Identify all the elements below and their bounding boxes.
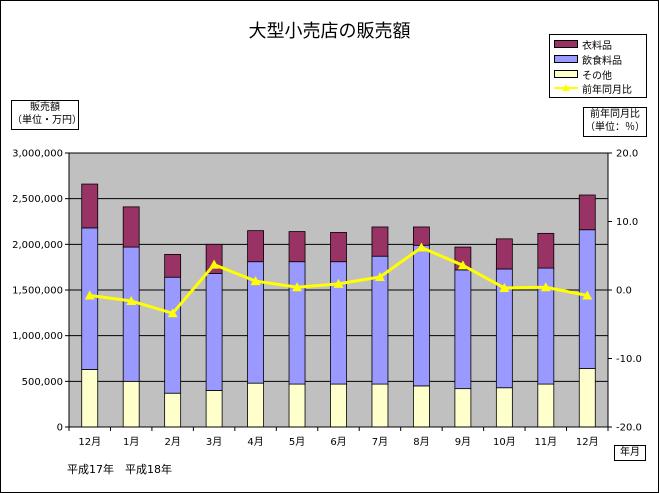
y-tick-label: 1,000,000 <box>12 331 63 342</box>
right-axis-label: 前年同月比 （単位：％） <box>583 107 647 137</box>
x-tick-label: 6月 <box>330 436 346 448</box>
legend-label-yoy: 前年同月比 <box>582 84 632 96</box>
x-tick-label: 8月 <box>413 436 429 448</box>
y-tick-label: 0 <box>57 423 63 434</box>
bar-food <box>122 246 140 382</box>
bar-other <box>454 388 472 428</box>
y-tick-label: 3,000,000 <box>12 149 63 160</box>
legend-item-clothing: 衣料品 <box>554 37 612 52</box>
bar-food <box>413 244 430 387</box>
yoy-point <box>209 259 220 269</box>
x-tick-label: 9月 <box>455 436 471 448</box>
legend-label-food: 飲食料品 <box>582 55 622 67</box>
legend-item-food: 飲食料品 <box>554 52 622 67</box>
y-tick-label: 2,000,000 <box>12 240 63 251</box>
x-unit-label: 年月 <box>614 445 646 461</box>
x-tick-label: 1月 <box>123 436 139 448</box>
y2-tick-label: 10.0 <box>616 217 638 228</box>
bar-other <box>122 380 140 428</box>
y2-tick-label: 20.0 <box>616 149 638 160</box>
legend-label-clothing: 衣料品 <box>582 40 612 52</box>
legend-label-other: その他 <box>582 70 612 82</box>
bar-other <box>578 368 596 428</box>
y-tick-label: 500,000 <box>22 377 63 388</box>
bar-other <box>371 383 389 428</box>
legend-swatch-clothing <box>554 40 578 48</box>
x-tick-label: 2月 <box>164 436 180 448</box>
bar-clothing <box>371 226 389 257</box>
yoy-point <box>374 271 385 281</box>
legend-item-other: その他 <box>554 67 612 82</box>
legend-swatch-food <box>554 55 578 63</box>
y-tick-label: 2,500,000 <box>12 194 63 205</box>
yoy-point <box>457 260 468 270</box>
bar-food <box>454 269 472 390</box>
bar-other <box>330 383 347 428</box>
bar-other <box>413 385 430 428</box>
bar-clothing <box>247 230 264 263</box>
y2-tick-label: -10.0 <box>616 354 642 365</box>
yoy-point <box>292 282 303 292</box>
bar-clothing <box>578 194 596 231</box>
x-tick-label: 5月 <box>289 436 305 448</box>
yoy-point <box>250 276 261 286</box>
bar-other <box>247 382 264 428</box>
legend-item-yoy: 前年同月比 <box>554 81 632 96</box>
x-tick-label: 7月 <box>372 436 388 448</box>
bar-clothing <box>413 226 430 246</box>
bar-clothing <box>537 232 555 269</box>
left-axis-label: 販売額 （単位・万円） <box>11 100 82 130</box>
bar-other <box>288 383 306 428</box>
x-tick-label: 12月 <box>576 436 599 448</box>
yoy-point <box>499 282 510 292</box>
yoy-point <box>582 290 593 300</box>
bar-clothing <box>81 183 99 229</box>
x-tick-label: 10月 <box>493 436 516 448</box>
bar-food <box>205 273 223 391</box>
bar-food <box>288 261 306 385</box>
legend-marker-yoy <box>554 84 578 92</box>
yoy-point <box>333 278 344 288</box>
era-labels: 平成17年 平成18年 <box>67 463 172 476</box>
y-tick-label: 1,500,000 <box>12 286 63 297</box>
legend: 衣料品 飲食料品 その他 前年同月比 <box>549 34 647 98</box>
yoy-point <box>540 282 551 292</box>
y2-tick-label: -20.0 <box>616 423 642 434</box>
left-axis-label-line1: 販売額 <box>30 102 60 113</box>
x-tick-label: 12月 <box>78 436 101 448</box>
y2-tick-label: 0.0 <box>616 286 632 297</box>
right-axis-label-line2: （単位：％） <box>585 122 645 133</box>
bar-other <box>495 387 513 428</box>
left-axis-label-line2: （単位・万円） <box>12 115 82 126</box>
bar-other <box>537 383 555 428</box>
bar-clothing <box>495 238 513 270</box>
x-tick-label: 4月 <box>247 436 263 448</box>
yoy-point <box>126 295 137 305</box>
bar-food <box>164 276 182 394</box>
bar-other <box>164 392 182 428</box>
x-tick-label: 3月 <box>206 436 222 448</box>
right-axis-label-line1: 前年同月比 <box>590 109 640 120</box>
bar-other <box>205 390 223 428</box>
chart-title: 大型小売店の販売額 <box>248 21 411 42</box>
yoy-point <box>167 308 178 318</box>
bar-other <box>81 369 99 428</box>
yoy-point <box>84 290 95 300</box>
bar-clothing <box>122 206 140 248</box>
bar-clothing <box>164 253 182 278</box>
legend-swatch-other <box>554 70 578 78</box>
yoy-point <box>416 242 427 252</box>
x-tick-label: 11月 <box>534 436 557 448</box>
bar-clothing <box>330 232 347 263</box>
bar-clothing <box>288 231 306 263</box>
